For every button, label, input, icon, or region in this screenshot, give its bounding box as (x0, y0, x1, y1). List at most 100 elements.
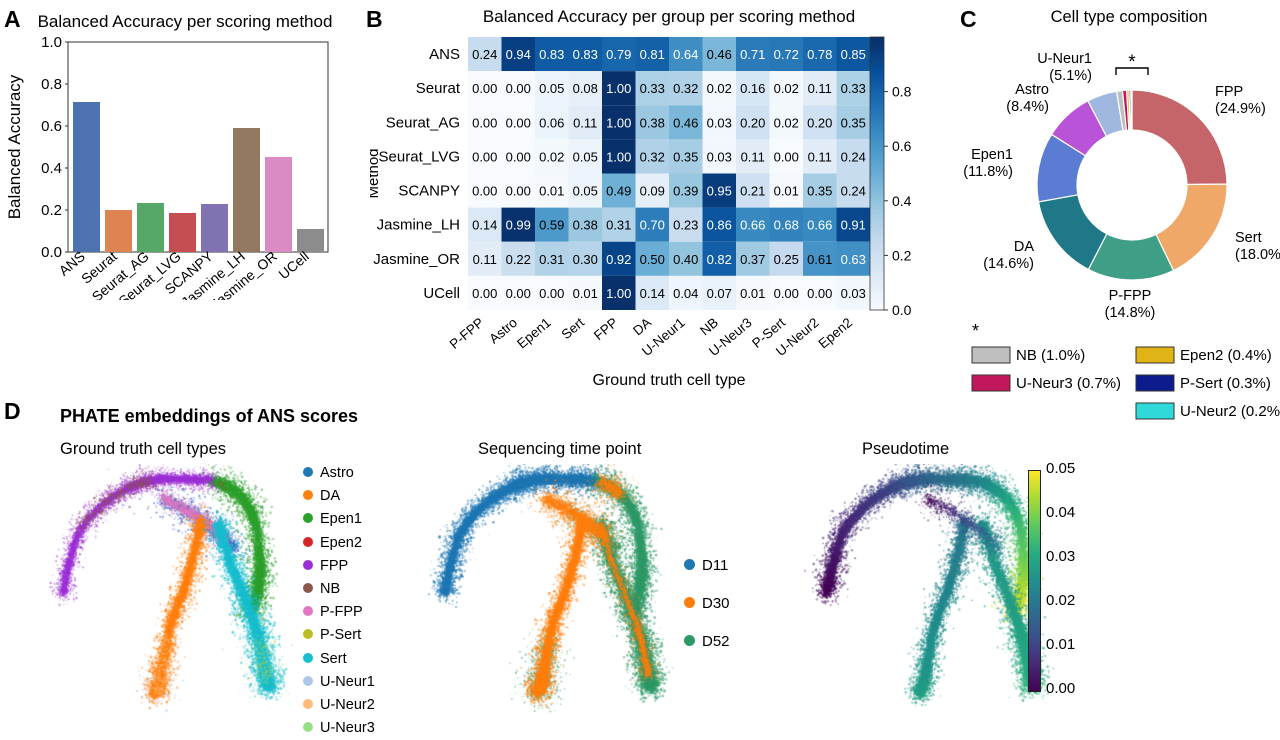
svg-text:0.46: 0.46 (707, 47, 732, 62)
svg-text:Jasmine_OR: Jasmine_OR (373, 251, 460, 268)
svg-text:0.83: 0.83 (539, 47, 564, 62)
svg-text:0.02: 0.02 (539, 149, 564, 164)
svg-text:U-Neur1: U-Neur1 (1037, 51, 1092, 67)
svg-text:0.07: 0.07 (707, 286, 732, 301)
svg-text:0.31: 0.31 (539, 252, 564, 267)
svg-text:1.00: 1.00 (606, 286, 631, 301)
svg-text:0.03: 0.03 (707, 149, 732, 164)
svg-text:0.02: 0.02 (774, 81, 799, 96)
svg-text:0.72: 0.72 (774, 47, 799, 62)
svg-text:0.92: 0.92 (606, 252, 631, 267)
svg-text:0.31: 0.31 (606, 218, 631, 233)
svg-text:0.01: 0.01 (539, 184, 564, 199)
svg-text:0.01: 0.01 (573, 286, 598, 301)
svg-text:0.00: 0.00 (472, 149, 497, 164)
svg-text:U-Neur3 (0.7%): U-Neur3 (0.7%) (1016, 375, 1121, 392)
svg-text:0.03: 0.03 (707, 115, 732, 130)
svg-text:0.00: 0.00 (472, 286, 497, 301)
svg-text:0.70: 0.70 (640, 218, 665, 233)
svg-text:FPP: FPP (591, 315, 621, 343)
svg-text:(18.0%): (18.0%) (1235, 247, 1280, 263)
svg-text:0.85: 0.85 (841, 47, 866, 62)
svg-text:0.20: 0.20 (807, 115, 832, 130)
svg-text:Epen2: Epen2 (816, 315, 856, 352)
svg-text:0.24: 0.24 (472, 47, 497, 62)
svg-text:0.4: 0.4 (41, 160, 62, 177)
svg-text:0.00: 0.00 (506, 149, 531, 164)
svg-text:0.2: 0.2 (41, 202, 62, 219)
svg-text:0.30: 0.30 (573, 252, 598, 267)
svg-text:0.64: 0.64 (673, 47, 698, 62)
svg-text:0.11: 0.11 (573, 115, 597, 130)
svg-text:0.94: 0.94 (506, 47, 531, 62)
svg-text:0.00: 0.00 (506, 286, 531, 301)
svg-text:1.00: 1.00 (606, 81, 631, 96)
svg-text:0.8: 0.8 (41, 76, 62, 93)
svg-text:0.06: 0.06 (539, 115, 564, 130)
svg-text:(14.8%): (14.8%) (1105, 305, 1156, 321)
svg-text:0.00: 0.00 (807, 286, 832, 301)
svg-text:P-FPP: P-FPP (447, 315, 487, 352)
svg-text:Balanced Accuracy per scoring: Balanced Accuracy per scoring method (38, 12, 333, 31)
svg-text:0.35: 0.35 (807, 184, 832, 199)
svg-text:0.38: 0.38 (640, 115, 665, 130)
svg-text:UCell: UCell (275, 248, 312, 282)
svg-text:Sert: Sert (1235, 230, 1262, 246)
svg-text:0.91: 0.91 (841, 218, 866, 233)
svg-text:NB: NB (697, 315, 721, 339)
svg-text:Astro: Astro (1015, 82, 1049, 98)
svg-text:0.32: 0.32 (673, 81, 698, 96)
svg-text:0.00: 0.00 (539, 286, 564, 301)
svg-text:Seurat_AG: Seurat_AG (386, 114, 460, 131)
svg-text:0.00: 0.00 (506, 184, 531, 199)
svg-text:0.6: 0.6 (892, 138, 912, 154)
svg-text:0.46: 0.46 (673, 115, 698, 130)
svg-text:0.2: 0.2 (892, 247, 912, 263)
svg-text:0.02: 0.02 (774, 115, 799, 130)
svg-text:0.14: 0.14 (640, 286, 665, 301)
svg-text:Jasmine_LH: Jasmine_LH (377, 217, 460, 234)
svg-text:0.82: 0.82 (707, 252, 732, 267)
svg-text:0.63: 0.63 (841, 252, 866, 267)
svg-text:0.01: 0.01 (774, 184, 799, 199)
svg-text:0.03: 0.03 (841, 286, 866, 301)
svg-text:0.11: 0.11 (741, 149, 765, 164)
svg-text:*: * (1128, 52, 1136, 73)
svg-text:0.49: 0.49 (606, 184, 631, 199)
svg-text:0.05: 0.05 (539, 81, 564, 96)
svg-text:0.86: 0.86 (707, 218, 732, 233)
svg-text:0.66: 0.66 (807, 218, 832, 233)
svg-text:0.33: 0.33 (841, 81, 866, 96)
svg-text:0.24: 0.24 (841, 184, 866, 199)
svg-text:0.00: 0.00 (472, 115, 497, 130)
svg-text:0.32: 0.32 (640, 149, 665, 164)
svg-text:(11.8%): (11.8%) (964, 164, 1013, 180)
svg-text:0.95: 0.95 (707, 184, 732, 199)
svg-text:Method: Method (370, 148, 382, 198)
svg-text:P-FPP: P-FPP (1109, 288, 1152, 304)
svg-text:0.22: 0.22 (506, 252, 531, 267)
svg-text:0.00: 0.00 (472, 81, 497, 96)
svg-text:0.59: 0.59 (539, 218, 564, 233)
svg-text:0.81: 0.81 (640, 47, 665, 62)
svg-text:0.50: 0.50 (640, 252, 665, 267)
svg-text:NB (1.0%): NB (1.0%) (1016, 347, 1085, 364)
svg-text:0.00: 0.00 (472, 184, 497, 199)
svg-text:0.05: 0.05 (573, 149, 598, 164)
svg-text:(5.1%): (5.1%) (1049, 68, 1092, 84)
svg-text:0.00: 0.00 (506, 81, 531, 96)
svg-text:0.0: 0.0 (892, 302, 912, 318)
svg-text:0.35: 0.35 (673, 149, 698, 164)
svg-text:0.6: 0.6 (41, 118, 62, 135)
svg-text:0.61: 0.61 (807, 252, 832, 267)
svg-text:0.71: 0.71 (740, 47, 765, 62)
svg-text:0.00: 0.00 (506, 115, 531, 130)
svg-text:0.37: 0.37 (740, 252, 765, 267)
svg-text:(24.9%): (24.9%) (1215, 101, 1266, 117)
svg-text:0.02: 0.02 (707, 81, 732, 96)
svg-text:DA: DA (1014, 239, 1034, 255)
svg-text:Seurat: Seurat (416, 80, 461, 97)
svg-text:0.40: 0.40 (673, 252, 698, 267)
svg-text:UCell: UCell (423, 285, 460, 302)
svg-text:SCANPY: SCANPY (398, 183, 460, 200)
